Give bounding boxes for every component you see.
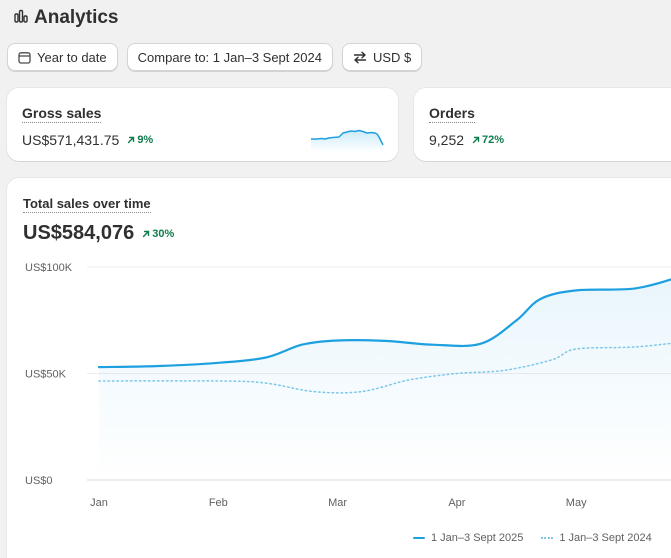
calendar-icon: [18, 51, 31, 64]
orders-delta: 72%: [472, 134, 504, 146]
current-series-line: [97, 278, 671, 369]
legend-item-current[interactable]: 1 Jan–3 Sept 2025: [413, 532, 523, 544]
x-tick-label: Mar: [328, 497, 347, 509]
orders-delta-value: 72%: [482, 134, 505, 146]
arrow-up-right-icon: [143, 230, 150, 237]
x-tick-label: Apr: [448, 497, 465, 509]
orders-value: 9,252: [429, 132, 465, 148]
x-tick-label: May: [566, 497, 587, 509]
series-area-0: [99, 279, 671, 480]
y-tick-label: US$0: [25, 475, 53, 487]
gross-sales-value: US$571,431.75: [22, 132, 120, 148]
orders-value-row: 9,252 72%: [429, 132, 504, 148]
chart-total-value: US$584,076: [23, 222, 135, 244]
arrow-up-right-icon: [128, 136, 135, 144]
chart-total-delta-value: 30%: [152, 227, 175, 240]
legend-swatch-dotted: [541, 537, 554, 539]
x-tick-label: Jan: [90, 497, 108, 509]
gross-sales-value-row: US$571,431.75 9%: [22, 132, 153, 148]
date-range-label: Year to date: [37, 49, 107, 65]
compare-label: Compare to: 1 Jan–3 Sept 2024: [137, 49, 322, 65]
currency-button[interactable]: USD $: [341, 43, 423, 71]
gross-sales-delta-value: 9%: [137, 134, 154, 146]
compare-button[interactable]: Compare to: 1 Jan–3 Sept 2024: [126, 43, 333, 71]
legend-label-current: 1 Jan–3 Sept 2025: [431, 532, 524, 544]
x-tick-label: Feb: [209, 497, 228, 509]
y-tick-label: US$50K: [25, 369, 67, 381]
currency-label: USD $: [372, 49, 412, 65]
legend-swatch-solid: [413, 537, 425, 539]
legend-label-comparison: 1 Jan–3 Sept 2024: [559, 532, 652, 544]
orders-label[interactable]: Orders: [429, 105, 475, 123]
chart-title[interactable]: Total sales over time: [23, 196, 151, 213]
gross-sales-label[interactable]: Gross sales: [22, 105, 102, 123]
filter-bar: Year to date Compare to: 1 Jan–3 Sept 20…: [7, 43, 423, 71]
page-header: Analytics: [14, 6, 118, 30]
gross-sales-sparkline: [311, 129, 384, 152]
bar-chart-icon: [14, 9, 28, 28]
gross-sales-delta: 9%: [127, 134, 153, 146]
chart-total-delta: 30%: [142, 228, 174, 240]
chart-legend: 1 Jan–3 Sept 2025 1 Jan–3 Sept 2024: [413, 532, 652, 544]
gross-sales-card[interactable]: Gross sales US$571,431.75 9%: [7, 88, 398, 161]
y-tick-label: US$100K: [25, 262, 73, 274]
page-title: Analytics: [34, 7, 119, 28]
legend-item-comparison[interactable]: 1 Jan–3 Sept 2024: [541, 532, 652, 544]
currency-exchange-icon: [353, 51, 367, 64]
arrow-up-right-icon: [472, 136, 480, 144]
chart-total-row: US$584,076 30%: [23, 222, 174, 245]
date-range-button[interactable]: Year to date: [7, 43, 118, 71]
orders-card[interactable]: Orders 9,252 72%: [414, 88, 671, 161]
